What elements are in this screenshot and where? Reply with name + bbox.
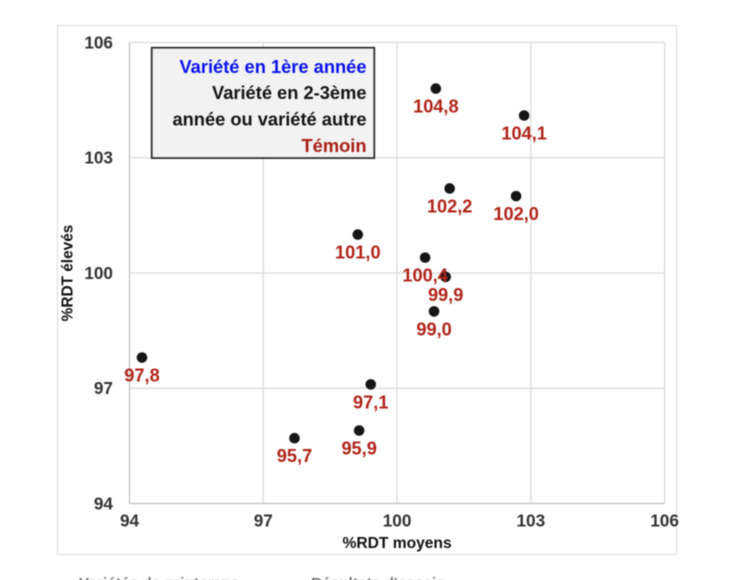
x-tick-label: 103: [516, 511, 545, 531]
legend: Variété en 1ère année Variété en 2-3ème an…: [150, 46, 376, 159]
scatter-point: [289, 432, 300, 444]
data-label: 97,1: [353, 392, 388, 412]
x-tick-label: 97: [254, 511, 273, 531]
legend-box: [150, 46, 376, 159]
data-labels: 104,8 104,1 102,2 102,0 101,0 100,499,9 99,0 97…: [124, 97, 547, 467]
y-tick-label: 97: [94, 378, 113, 398]
data-label: 99,0: [416, 319, 451, 339]
legend-entry-label: Variété en 1ère année: [180, 56, 367, 77]
data-label: 99,9: [428, 285, 463, 305]
y-tick-label: 94: [94, 493, 114, 513]
x-axis-title: %RDT moyens: [342, 535, 452, 552]
clipped-caption-right: Résultats d'essais: [311, 575, 445, 580]
tick-labels: 94 97 100 103 106 94 97 100 103 106: [84, 32, 679, 530]
data-label: 102,0: [493, 204, 539, 224]
scatter-point: [419, 252, 431, 263]
scatter-point: [440, 271, 451, 283]
data-label: 101,0: [335, 243, 381, 263]
x-tick-label: 100: [383, 511, 412, 531]
scatter-point: [518, 110, 530, 121]
y-tick-label: 106: [84, 32, 113, 52]
y-tick-label: 103: [84, 148, 113, 168]
data-label: 104,1: [501, 123, 547, 143]
legend-entry-label: Variété en 2-3ème: [212, 82, 366, 103]
data-points: [136, 83, 530, 444]
axis-titles: %RDT moyens %RDT élevés: [60, 225, 452, 552]
scatter-point: [444, 183, 455, 194]
scatter-point: [136, 352, 148, 363]
scatter-point: [365, 379, 377, 390]
y-tick-label: 100: [84, 263, 113, 283]
x-tick-label: 106: [650, 511, 679, 531]
data-label: 102,2: [427, 196, 473, 216]
y-axis-title: %RDT élevés: [60, 225, 77, 322]
scatter-point: [353, 425, 365, 436]
scatter-point: [510, 190, 522, 202]
data-label: 100,4: [402, 266, 448, 286]
axis-lines: [128, 42, 665, 505]
scatter-point: [352, 229, 364, 240]
legend-entry-label: année ou variété autre: [172, 109, 366, 130]
legend-entry-label: Témoin: [301, 135, 366, 156]
data-label: 104,8: [413, 97, 459, 117]
x-tick-label: 94: [120, 511, 140, 531]
data-label: 95,9: [341, 439, 376, 459]
scatter-point: [428, 306, 440, 317]
data-label: 97,8: [124, 366, 159, 386]
data-label: 95,7: [277, 446, 312, 466]
clipped-caption-left: Variétés de printemps: [79, 575, 239, 580]
scatter-point: [430, 83, 442, 94]
